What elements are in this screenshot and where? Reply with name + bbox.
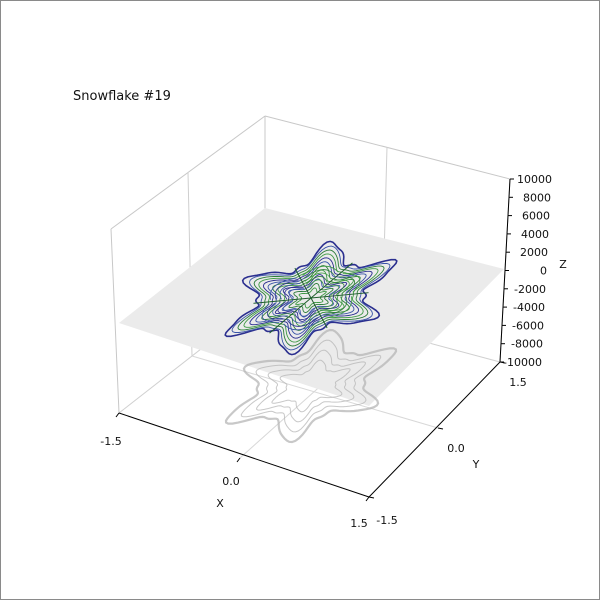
z-axis-ticks: -10000 -8000 -6000 -4000 -2000 0 2000 4000 6000 8… (500, 173, 552, 369)
contour-lobe (304, 272, 332, 282)
z-tick-label: 6000 (522, 210, 550, 223)
contour-spoke (269, 297, 312, 334)
contour-lobe (274, 280, 299, 300)
contour-spoke (310, 297, 328, 329)
z-tick-label: 10000 (517, 173, 552, 186)
contour-lobe (267, 302, 284, 320)
contour-spoke (294, 267, 312, 299)
contour-lobe (294, 311, 317, 320)
contour-lobe (330, 282, 345, 295)
contour-line (231, 245, 391, 351)
contour-lobe (338, 276, 355, 294)
contour-lobe (321, 296, 343, 314)
contour-lobe (288, 288, 305, 300)
grid-line (110, 228, 120, 414)
chart-title: Snowflake #19 (73, 89, 171, 104)
contour-line (281, 278, 341, 318)
z-tick-label: 0 (540, 265, 547, 278)
contour-lobe (323, 296, 348, 316)
snowflake-contours (224, 240, 398, 356)
contour-lobe (279, 282, 301, 300)
contour-line (268, 269, 354, 327)
shadow-contour (256, 349, 366, 423)
contour-lobe (287, 317, 319, 327)
contour-lobe (283, 320, 320, 331)
x-tick-mark (236, 457, 241, 463)
shadow-contour (271, 359, 351, 413)
z-tick-label: 2000 (520, 246, 548, 259)
contour-line (255, 261, 367, 335)
contour-spoke (253, 297, 312, 304)
x-tick-label: -1.5 (100, 435, 121, 448)
z-tick-label: -4000 (513, 301, 545, 314)
contour-lobe (282, 300, 297, 311)
z-tick-label: -10000 (503, 356, 542, 369)
x-axis-label: X (216, 497, 224, 510)
z-axis-label: Z (559, 258, 567, 271)
contour-lobe (290, 314, 318, 324)
z-tick-label: 4000 (521, 228, 549, 241)
y-tick-mark (368, 496, 375, 499)
contour-lobe (319, 296, 338, 311)
contour-lobe (325, 296, 353, 319)
contour-line (274, 274, 348, 322)
contour-lobe (277, 301, 292, 314)
contour-lobe (325, 285, 340, 296)
shadow-contour (224, 328, 398, 444)
contour-lobe (302, 265, 339, 276)
contour-lobe (284, 285, 303, 300)
y-tick-label: 0.0 (447, 442, 465, 455)
contour-lobe (342, 273, 361, 293)
contour-projection (224, 328, 398, 444)
z-tick-label: -6000 (512, 319, 544, 332)
contour-lobe (306, 279, 325, 288)
shadow-contour (240, 339, 382, 433)
contour-spoke (310, 292, 369, 299)
y-tick-mark (437, 427, 444, 430)
z-tick-label: -8000 (511, 338, 543, 351)
contour-lobe (317, 296, 334, 308)
contour-lobe (261, 303, 280, 323)
contour-lobe (303, 269, 335, 279)
contour-lobe (297, 308, 316, 317)
contour-line (249, 257, 373, 339)
grid-line (191, 355, 439, 429)
contour-spoke (310, 262, 353, 299)
z-tick-label: 8000 (523, 191, 551, 204)
contour-line (224, 240, 398, 356)
contour-line (261, 265, 361, 331)
x-tick-label: 1.5 (350, 517, 368, 530)
y-axis-label: Y (472, 458, 480, 471)
y-axis-line (368, 361, 501, 498)
y-tick-label: -1.5 (376, 514, 397, 527)
x-tick-mark (365, 496, 370, 502)
contour-lobe (334, 279, 350, 295)
contour-line (237, 249, 385, 347)
y-tick-label: 1.5 (509, 376, 527, 389)
x-tick-mark (115, 412, 120, 418)
z-tick-label: -2000 (514, 283, 546, 296)
contour-line (243, 253, 379, 343)
contour-lobe (272, 301, 288, 317)
x-tick-label: 0.0 (222, 475, 240, 488)
grid-line (264, 115, 511, 180)
contour-lobe (269, 277, 297, 300)
contour-lobe (305, 276, 328, 285)
x-axis-line (118, 412, 370, 498)
contour-line (288, 283, 334, 313)
contour-line (295, 287, 327, 309)
